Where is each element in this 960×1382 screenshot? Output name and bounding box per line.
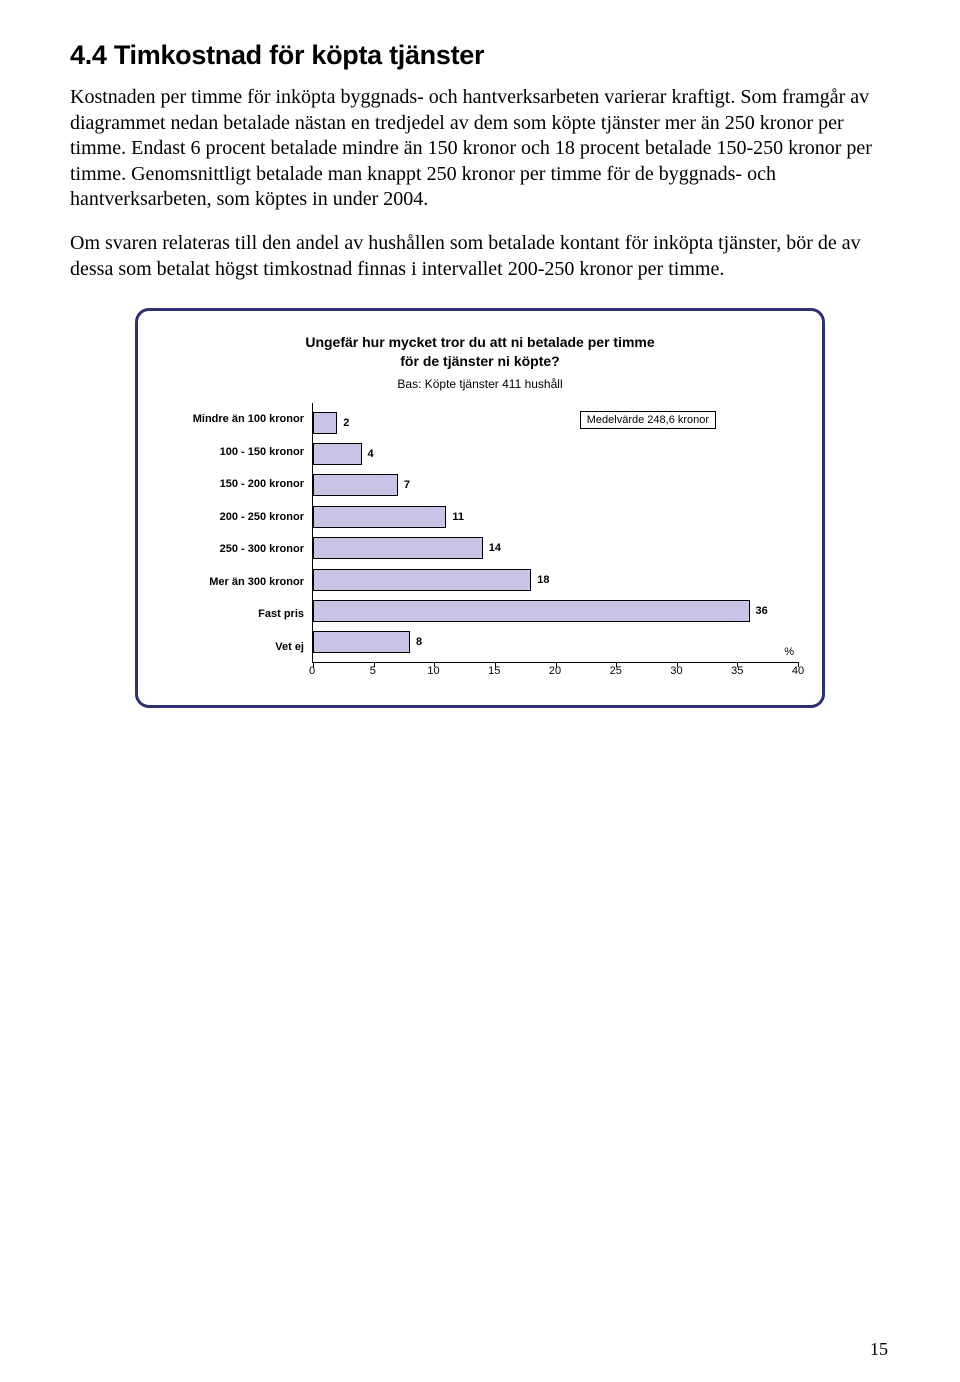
x-tick-label: 5 <box>370 665 376 677</box>
x-tick-label: 0 <box>309 665 315 677</box>
plot-area: 2 4 7 11 14 18 36 8 Medelvärde 248,6 kronor % <box>312 403 798 663</box>
x-tick-label: 30 <box>670 665 682 677</box>
x-tick-label: 35 <box>731 665 743 677</box>
category-label: 100 - 150 kronor <box>162 446 304 458</box>
body-paragraph: Om svaren relateras till den andel av hu… <box>70 231 890 282</box>
bar-value: 8 <box>416 636 422 648</box>
x-axis: 0510152025303540 <box>312 663 798 689</box>
chart-container: Ungefär hur mycket tror du att ni betala… <box>135 308 825 708</box>
bar-value: 4 <box>368 448 374 460</box>
bar <box>313 600 750 622</box>
x-tick-label: 15 <box>488 665 500 677</box>
category-label: 250 - 300 kronor <box>162 543 304 555</box>
bar-row: 2 <box>313 412 798 434</box>
chart-title-line: för de tjänster ni köpte? <box>400 353 559 369</box>
bar <box>313 569 531 591</box>
x-tick-label: 20 <box>549 665 561 677</box>
bar-value: 14 <box>489 542 501 554</box>
chart-subtitle: Bas: Köpte tjänster 411 hushåll <box>162 377 798 391</box>
body-paragraph: Kostnaden per timme för inköpta byggnads… <box>70 85 890 213</box>
percent-label: % <box>784 646 794 658</box>
category-label: Mindre än 100 kronor <box>162 413 304 425</box>
category-label: Fast pris <box>162 608 304 620</box>
axis-spacer <box>162 663 312 689</box>
bar-value: 7 <box>404 479 410 491</box>
category-labels: Mindre än 100 kronor 100 - 150 kronor 150 … <box>162 403 312 663</box>
bar-row: 4 <box>313 443 798 465</box>
bar-value: 2 <box>343 417 349 429</box>
bar-row: 14 <box>313 537 798 559</box>
page-number: 15 <box>870 1339 888 1360</box>
x-tick-label: 25 <box>610 665 622 677</box>
annotation-box: Medelvärde 248,6 kronor <box>580 411 716 429</box>
category-label: Vet ej <box>162 641 304 653</box>
bar <box>313 537 483 559</box>
bar-row: 11 <box>313 506 798 528</box>
axis-row: 0510152025303540 <box>162 663 798 689</box>
bar-value: 36 <box>756 605 768 617</box>
bars-group: 2 4 7 11 14 18 36 8 <box>313 403 798 662</box>
bar-row: 18 <box>313 569 798 591</box>
bar <box>313 474 398 496</box>
section-heading: 4.4 Timkostnad för köpta tjänster <box>70 40 890 71</box>
chart-title-line: Ungefär hur mycket tror du att ni betala… <box>305 334 654 350</box>
chart-title: Ungefär hur mycket tror du att ni betala… <box>162 333 798 371</box>
bar-row: 8 <box>313 631 798 653</box>
bar <box>313 506 446 528</box>
x-tick-label: 40 <box>792 665 804 677</box>
category-label: Mer än 300 kronor <box>162 576 304 588</box>
bar <box>313 443 362 465</box>
bar-row: 7 <box>313 474 798 496</box>
bar <box>313 631 410 653</box>
bar-value: 18 <box>537 574 549 586</box>
x-tick-label: 10 <box>427 665 439 677</box>
category-label: 200 - 250 kronor <box>162 511 304 523</box>
bar <box>313 412 337 434</box>
bar-value: 11 <box>452 511 464 523</box>
plot-wrap: Mindre än 100 kronor 100 - 150 kronor 150 … <box>162 403 798 663</box>
bar-row: 36 <box>313 600 798 622</box>
category-label: 150 - 200 kronor <box>162 478 304 490</box>
